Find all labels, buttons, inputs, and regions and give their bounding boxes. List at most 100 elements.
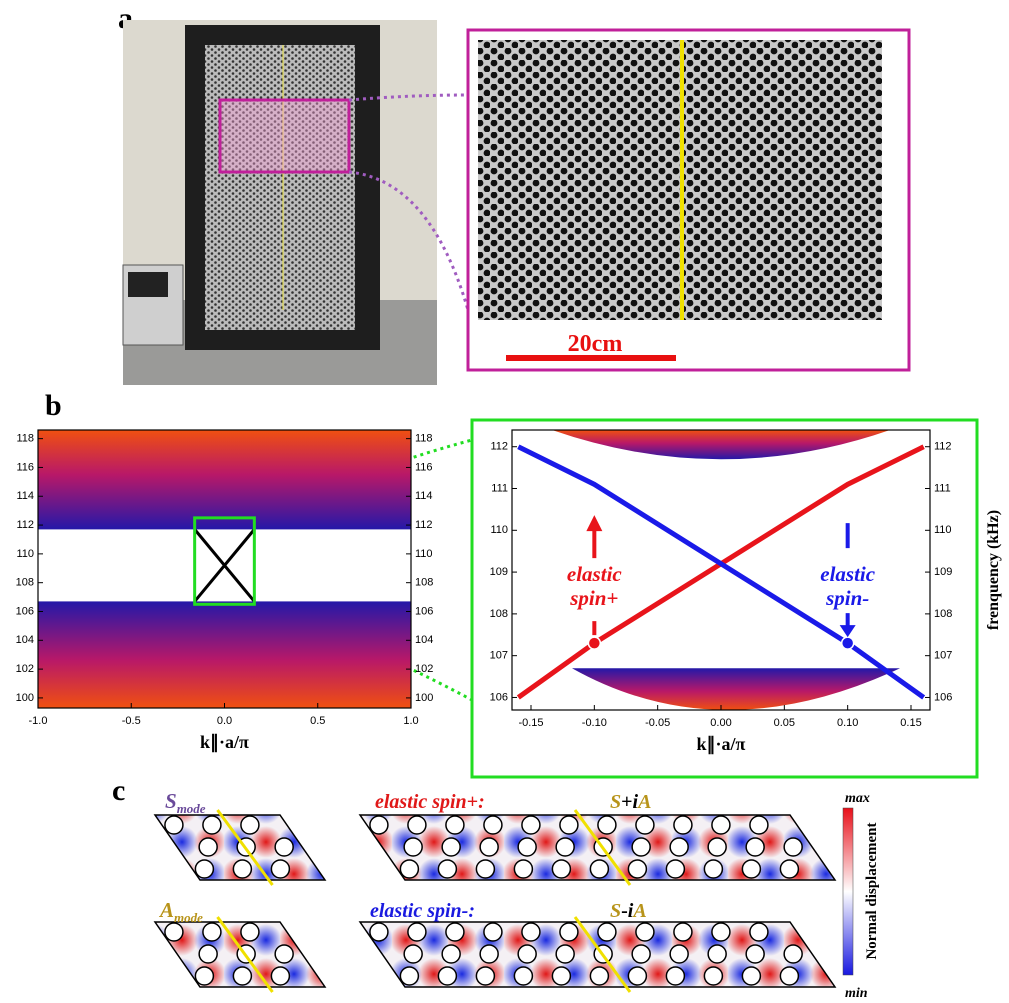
- y-tick-label: 118: [16, 433, 34, 445]
- hole: [408, 923, 426, 941]
- hole: [552, 860, 570, 878]
- y-tick-label: 106: [415, 605, 433, 617]
- combo-part: +: [621, 791, 632, 813]
- hole: [746, 945, 764, 963]
- hole: [708, 838, 726, 856]
- hole: [590, 860, 608, 878]
- y-tick-label: 110: [490, 524, 508, 536]
- photo: [123, 20, 437, 385]
- hole: [446, 923, 464, 941]
- panel-label: c: [112, 774, 125, 807]
- hole: [628, 860, 646, 878]
- hole: [165, 816, 183, 834]
- bulk-band: [552, 430, 890, 459]
- x-axis-label: k∥·a/π: [200, 732, 249, 753]
- combo-label: S+iA: [610, 791, 651, 813]
- hole: [556, 945, 574, 963]
- hole: [476, 967, 494, 985]
- combo-part: A: [636, 791, 651, 813]
- hole: [666, 860, 684, 878]
- combo-part: A: [631, 900, 646, 922]
- hole: [522, 923, 540, 941]
- y-tick-label: 106: [934, 691, 952, 703]
- hole: [522, 816, 540, 834]
- annotation: elastic: [820, 562, 875, 586]
- x-tick-label: -0.5: [122, 715, 141, 727]
- y-tick-label: 109: [934, 566, 952, 578]
- mode-sub: mode: [174, 910, 203, 925]
- hole: [552, 967, 570, 985]
- hole: [784, 945, 802, 963]
- hole: [442, 945, 460, 963]
- y-tick-label: 111: [934, 482, 951, 494]
- hole: [408, 816, 426, 834]
- mode-main: A: [158, 898, 174, 922]
- mode-main: S: [165, 789, 177, 813]
- colorbar-min: min: [845, 986, 868, 1001]
- hole: [271, 967, 289, 985]
- hole: [514, 860, 532, 878]
- x-tick-label: 0.15: [900, 717, 921, 729]
- hole: [590, 967, 608, 985]
- y-tick-label: 106: [490, 691, 508, 703]
- hole: [480, 945, 498, 963]
- y-tick-label: 114: [415, 490, 433, 502]
- bulk-band: [38, 601, 411, 708]
- mode-sub: mode: [177, 801, 206, 816]
- y-tick-label: 107: [934, 650, 952, 662]
- hole: [203, 923, 221, 941]
- hole: [165, 923, 183, 941]
- hole: [514, 967, 532, 985]
- y-tick-label: 100: [16, 692, 34, 704]
- hole: [400, 860, 418, 878]
- hole: [670, 838, 688, 856]
- x-tick-label: -0.15: [518, 717, 543, 729]
- y-tick-label: 118: [415, 433, 433, 445]
- combo-part: S: [610, 900, 621, 922]
- hole: [712, 923, 730, 941]
- combo-part: -: [621, 900, 628, 922]
- marker: [842, 637, 854, 649]
- y-tick-label: 112: [934, 441, 952, 453]
- hole: [708, 945, 726, 963]
- x-tick-label: 0.00: [710, 717, 731, 729]
- bulk-band: [572, 668, 900, 710]
- combo-label: S-iA: [610, 900, 647, 922]
- y-tick-label: 102: [16, 663, 34, 675]
- hole: [400, 967, 418, 985]
- hole: [518, 945, 536, 963]
- hole: [476, 860, 494, 878]
- y-tick-label: 100: [415, 692, 433, 704]
- y-tick-label: 106: [16, 605, 34, 617]
- hole: [275, 838, 293, 856]
- y-tick-label: 112: [16, 519, 34, 531]
- hole: [632, 838, 650, 856]
- hole: [598, 923, 616, 941]
- mode-label: Smode: [165, 789, 206, 816]
- spin-label: elastic spin-:: [370, 900, 475, 922]
- hole: [241, 816, 259, 834]
- combo-part: S: [610, 791, 621, 813]
- marker: [588, 637, 600, 649]
- y-tick-label: 108: [415, 577, 433, 589]
- spin-label: elastic spin+:: [375, 791, 485, 813]
- hole: [233, 967, 251, 985]
- hole: [780, 860, 798, 878]
- hole: [404, 945, 422, 963]
- hole: [484, 816, 502, 834]
- field-cell: [155, 810, 325, 885]
- y-tick-label: 110: [415, 548, 433, 560]
- y-tick-label: 112: [490, 441, 508, 453]
- y-tick-label: 108: [490, 608, 508, 620]
- field-cell: [360, 810, 835, 885]
- hole: [704, 967, 722, 985]
- hole: [674, 816, 692, 834]
- hole: [628, 967, 646, 985]
- hole: [518, 838, 536, 856]
- hole: [636, 923, 654, 941]
- hole: [712, 816, 730, 834]
- x-axis-label: k∥·a/π: [697, 734, 746, 755]
- y-axis-label: frenquency (kHz): [985, 510, 1002, 630]
- x-tick-label: -0.10: [582, 717, 607, 729]
- hole: [241, 923, 259, 941]
